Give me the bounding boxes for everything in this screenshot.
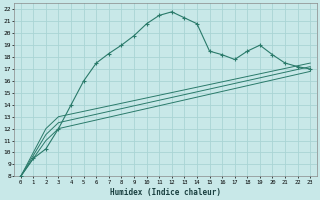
X-axis label: Humidex (Indice chaleur): Humidex (Indice chaleur) [110,188,221,197]
